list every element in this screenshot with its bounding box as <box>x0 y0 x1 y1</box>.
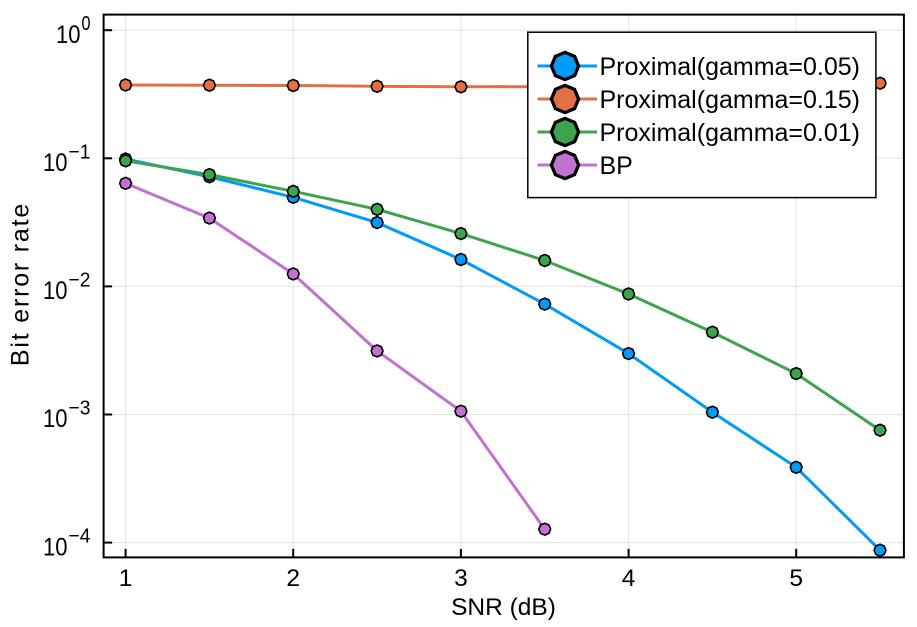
svg-text:−2: −2 <box>69 268 91 291</box>
svg-text:5: 5 <box>789 565 803 592</box>
svg-text:10: 10 <box>43 405 68 433</box>
svg-text:4: 4 <box>622 565 636 592</box>
svg-text:SNR (dB): SNR (dB) <box>451 594 556 621</box>
svg-text:Bit error rate: Bit error rate <box>7 202 35 366</box>
svg-text:10: 10 <box>43 533 68 561</box>
svg-text:BP: BP <box>600 152 633 180</box>
svg-text:10: 10 <box>56 21 81 49</box>
svg-text:Proximal(gamma=0.05): Proximal(gamma=0.05) <box>600 53 861 81</box>
svg-text:Proximal(gamma=0.15): Proximal(gamma=0.15) <box>600 86 861 114</box>
svg-text:−3: −3 <box>69 397 91 420</box>
svg-text:Proximal(gamma=0.01): Proximal(gamma=0.01) <box>600 119 861 147</box>
svg-text:−4: −4 <box>69 525 91 548</box>
svg-text:10: 10 <box>43 149 68 177</box>
svg-text:10: 10 <box>43 277 68 305</box>
svg-text:−1: −1 <box>69 140 91 163</box>
svg-text:3: 3 <box>454 565 468 592</box>
svg-text:2: 2 <box>286 565 300 592</box>
svg-text:0: 0 <box>82 12 91 35</box>
svg-text:1: 1 <box>119 565 133 592</box>
